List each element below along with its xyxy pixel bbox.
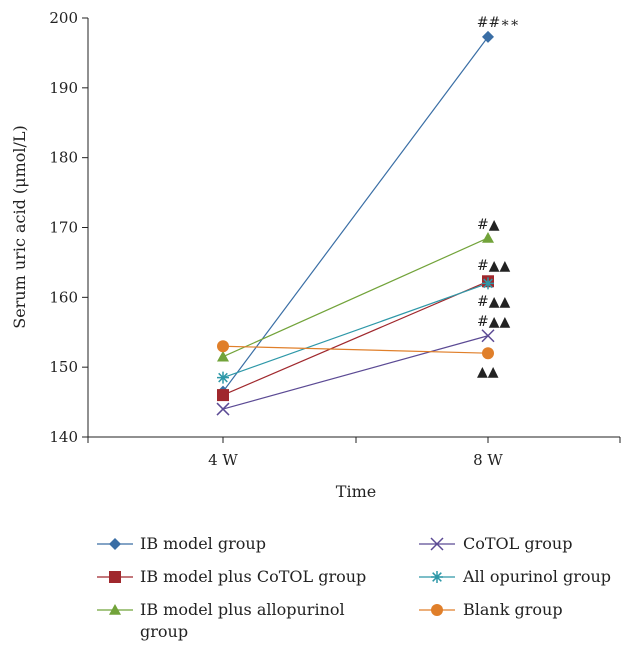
significance-annotation: #▲▲ bbox=[477, 258, 510, 274]
significance-annotation: #▲ bbox=[477, 217, 500, 233]
data-point bbox=[482, 277, 494, 290]
series-markers bbox=[216, 30, 495, 416]
series-line bbox=[222, 282, 489, 379]
series-line bbox=[222, 280, 489, 396]
x-axis-label: Time bbox=[336, 482, 376, 501]
legend-marker bbox=[430, 537, 444, 551]
data-point bbox=[216, 402, 230, 416]
legend: IB model group IB model plus CoTOL group I… bbox=[97, 534, 611, 641]
significance-annotation: #▲▲ bbox=[477, 294, 510, 310]
y-tick-label: 150 bbox=[49, 358, 78, 376]
data-point bbox=[482, 231, 494, 243]
series-line bbox=[222, 36, 489, 392]
series-line bbox=[222, 345, 489, 354]
legend-item: All opurinol group bbox=[419, 567, 611, 586]
legend-item: IB model group bbox=[97, 534, 266, 553]
legend-marker bbox=[109, 571, 121, 583]
series-line bbox=[222, 237, 489, 358]
legend-item: IB model plus CoTOL group bbox=[97, 567, 366, 586]
y-tick-label: 160 bbox=[49, 288, 78, 306]
legend-marker bbox=[431, 571, 443, 583]
legend-item: IB model plus allopurinol group bbox=[97, 600, 345, 641]
legend-marker bbox=[109, 604, 121, 615]
legend-label: IB model group bbox=[140, 534, 266, 553]
legend-label: Blank group bbox=[463, 600, 563, 619]
y-tick-label: 190 bbox=[49, 79, 78, 97]
series-line bbox=[222, 335, 489, 410]
legend-label: All opurinol group bbox=[462, 567, 611, 586]
significance-annotation: #▲▲ bbox=[477, 314, 510, 330]
series-lines bbox=[222, 36, 489, 410]
data-point bbox=[482, 347, 494, 360]
legend-label: IB model plus CoTOL group bbox=[140, 567, 366, 586]
data-point bbox=[217, 350, 229, 362]
y-tick-label: 200 bbox=[49, 9, 78, 27]
axes bbox=[87, 18, 620, 438]
y-axis-label: Serum uric acid (μmol/L) bbox=[10, 125, 29, 329]
significance-annotation: ▲▲ bbox=[477, 364, 499, 380]
significance-annotation: ##∗∗ bbox=[477, 15, 520, 31]
data-point bbox=[217, 340, 229, 353]
data-point bbox=[217, 389, 229, 402]
annotations: ##∗∗ #▲▲ #▲ #▲▲ #▲▲ ▲▲ bbox=[477, 15, 520, 380]
legend-item: Blank group bbox=[419, 600, 563, 619]
legend-label: CoTOL group bbox=[463, 534, 572, 553]
x-tick-label: 8 W bbox=[473, 451, 503, 469]
x-tick-label: 4 W bbox=[208, 451, 238, 469]
y-tick-label: 170 bbox=[49, 219, 78, 237]
x-ticks: 4 W 8 W bbox=[87, 437, 621, 469]
legend-marker bbox=[431, 604, 443, 616]
legend-marker bbox=[109, 538, 121, 550]
y-ticks: 140 150 160 170 180 190 200 bbox=[49, 9, 88, 446]
data-point bbox=[217, 371, 229, 384]
data-point bbox=[481, 329, 495, 343]
y-tick-label: 180 bbox=[49, 149, 78, 167]
y-tick-label: 140 bbox=[49, 428, 78, 446]
legend-label: IB model plus allopurinol group bbox=[140, 600, 345, 641]
data-point bbox=[482, 30, 494, 43]
legend-item: CoTOL group bbox=[419, 534, 572, 553]
